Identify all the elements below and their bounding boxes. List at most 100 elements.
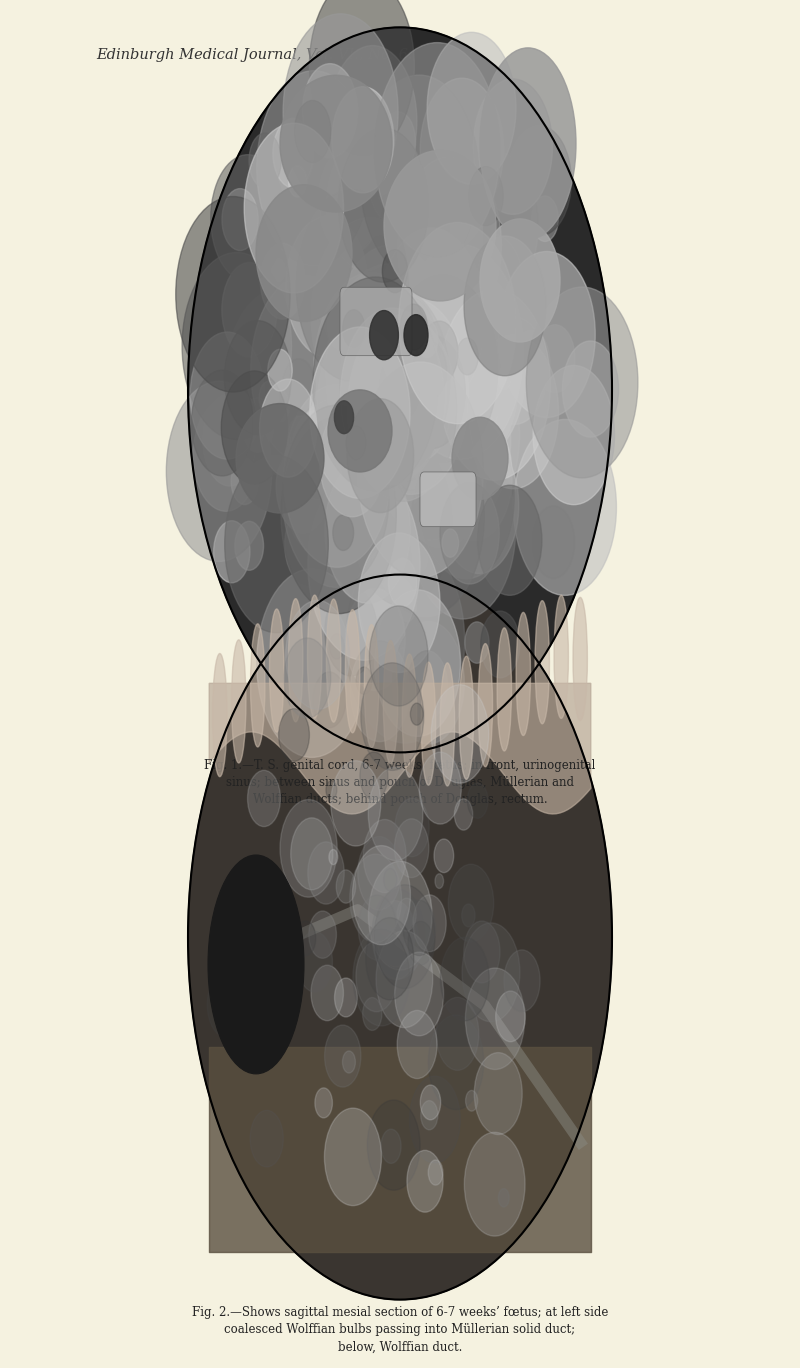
Circle shape: [353, 845, 410, 945]
Circle shape: [393, 442, 414, 479]
Circle shape: [389, 558, 417, 607]
Circle shape: [504, 949, 540, 1012]
Circle shape: [420, 1085, 441, 1120]
Circle shape: [347, 320, 366, 352]
Ellipse shape: [452, 417, 508, 499]
Circle shape: [436, 997, 479, 1070]
Circle shape: [381, 435, 402, 471]
Circle shape: [347, 398, 414, 513]
Circle shape: [257, 569, 367, 758]
Circle shape: [334, 978, 358, 1016]
Circle shape: [372, 249, 477, 428]
Circle shape: [374, 903, 418, 979]
Circle shape: [281, 417, 396, 614]
Circle shape: [282, 358, 315, 415]
Circle shape: [346, 539, 465, 743]
Circle shape: [302, 64, 358, 157]
Circle shape: [377, 358, 483, 540]
Circle shape: [469, 335, 558, 488]
Polygon shape: [188, 27, 612, 752]
Circle shape: [454, 799, 473, 830]
Circle shape: [368, 134, 421, 224]
Circle shape: [408, 332, 446, 395]
Ellipse shape: [535, 601, 550, 724]
Circle shape: [398, 223, 516, 424]
Circle shape: [358, 363, 483, 577]
Circle shape: [378, 228, 485, 412]
Circle shape: [333, 514, 354, 550]
Circle shape: [506, 126, 571, 237]
Ellipse shape: [289, 599, 303, 722]
Circle shape: [283, 14, 398, 211]
Circle shape: [395, 798, 430, 856]
Circle shape: [366, 332, 437, 453]
Circle shape: [413, 546, 427, 572]
Circle shape: [393, 430, 429, 491]
Circle shape: [214, 521, 250, 583]
Circle shape: [231, 458, 258, 505]
Circle shape: [463, 234, 524, 338]
Circle shape: [428, 1015, 484, 1109]
Circle shape: [353, 929, 410, 1026]
Circle shape: [410, 703, 423, 725]
Circle shape: [526, 287, 638, 477]
Circle shape: [391, 279, 503, 471]
Circle shape: [398, 245, 523, 460]
Circle shape: [386, 508, 430, 583]
Circle shape: [370, 606, 428, 706]
Circle shape: [408, 921, 434, 964]
Circle shape: [358, 312, 439, 450]
Circle shape: [405, 393, 422, 423]
Circle shape: [350, 854, 402, 943]
Circle shape: [484, 317, 546, 424]
Circle shape: [435, 412, 456, 447]
Circle shape: [404, 315, 428, 356]
Circle shape: [308, 841, 344, 904]
Circle shape: [466, 1090, 478, 1111]
Circle shape: [406, 278, 519, 472]
Circle shape: [462, 923, 520, 1022]
Circle shape: [222, 371, 287, 484]
Ellipse shape: [236, 404, 324, 513]
Circle shape: [321, 390, 402, 527]
Circle shape: [282, 405, 389, 587]
Ellipse shape: [497, 628, 511, 751]
Circle shape: [271, 391, 290, 421]
Circle shape: [330, 633, 344, 659]
Circle shape: [260, 379, 317, 477]
Circle shape: [314, 272, 428, 468]
Circle shape: [532, 196, 558, 241]
Circle shape: [166, 382, 272, 561]
Circle shape: [496, 990, 526, 1041]
Circle shape: [250, 1111, 283, 1167]
Circle shape: [393, 621, 464, 744]
Ellipse shape: [307, 595, 322, 718]
Circle shape: [244, 123, 343, 293]
Circle shape: [420, 405, 494, 532]
Circle shape: [346, 588, 405, 691]
Circle shape: [403, 900, 435, 956]
Text: Edinburgh Medical Journal, Vol. VI., No. 6.: Edinburgh Medical Journal, Vol. VI., No.…: [96, 48, 413, 62]
Circle shape: [308, 469, 420, 661]
Circle shape: [467, 782, 488, 818]
Circle shape: [419, 752, 462, 824]
Circle shape: [294, 100, 331, 163]
Circle shape: [466, 969, 525, 1070]
Circle shape: [498, 367, 511, 390]
Ellipse shape: [231, 640, 246, 763]
Circle shape: [398, 592, 416, 621]
Circle shape: [348, 315, 457, 502]
Ellipse shape: [440, 663, 454, 787]
Circle shape: [326, 781, 337, 799]
Circle shape: [514, 420, 617, 595]
Ellipse shape: [270, 609, 284, 732]
Circle shape: [365, 397, 431, 510]
Circle shape: [225, 456, 328, 632]
Circle shape: [334, 401, 354, 434]
Circle shape: [380, 112, 415, 172]
Circle shape: [376, 900, 415, 967]
Circle shape: [210, 155, 285, 282]
Circle shape: [401, 304, 427, 350]
Circle shape: [182, 252, 291, 439]
Circle shape: [372, 889, 425, 979]
